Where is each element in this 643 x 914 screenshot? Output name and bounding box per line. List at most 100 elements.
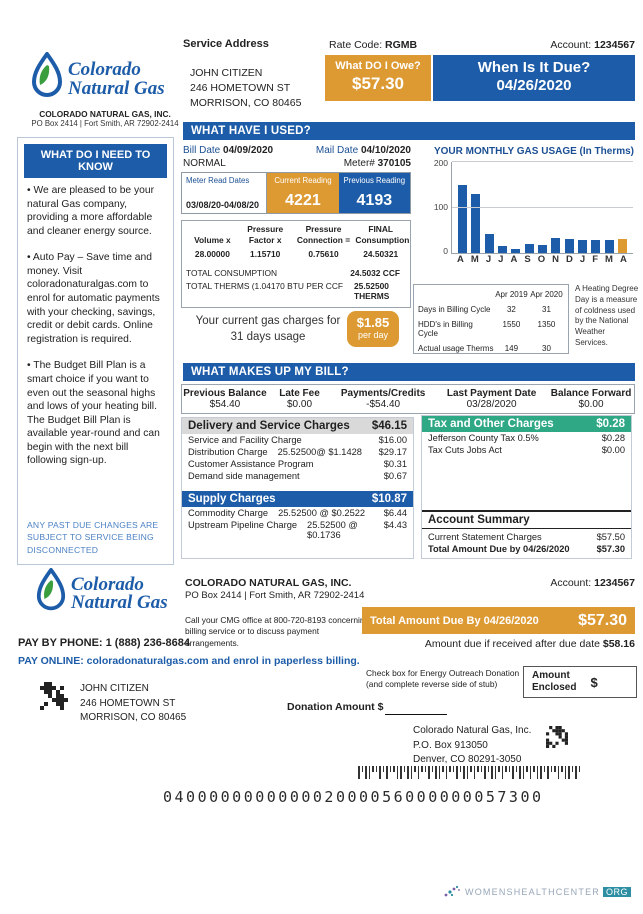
what-do-i-owe-box: What DO I Owe? $57.30	[325, 55, 431, 101]
rate-code: Rate Code: RGMB	[329, 39, 417, 51]
flame-leaf-logo-icon	[35, 568, 67, 620]
logo-word-1: Colorado	[68, 59, 141, 81]
logo-word-2: Natural Gas	[68, 77, 165, 99]
chart-bar	[497, 246, 507, 253]
need-to-know-panel: WHAT DO I NEED TO KNOW We are pleased to…	[17, 137, 174, 565]
total-therms-value: 25.52500 THERMS	[354, 281, 406, 301]
chart-x-tick: M	[605, 254, 613, 265]
previous-reading-label: Previous Reading	[343, 176, 406, 185]
chart-bar	[484, 233, 494, 253]
meter-number: Meter# 370105	[344, 158, 411, 169]
logo-block: Colorado Natural Gas COLORADO NATURAL GA…	[30, 52, 180, 128]
charge-item: Service and Facility Charge $16.00	[188, 435, 407, 445]
stub-company-name: COLORADO NATURAL GAS, INC.	[185, 577, 352, 589]
past-due-warning: ANY PAST DUE CHANGES ARE SUBJECT TO SERV…	[27, 519, 159, 555]
chart-bar	[471, 193, 481, 253]
chart-bar	[604, 240, 614, 253]
need-to-know-bullet: The Budget Bill Plan is a smart choice i…	[27, 359, 164, 468]
comp-row-value: 149	[504, 344, 519, 353]
cons-header: Pressure	[247, 224, 284, 234]
bill-date: Bill Date 04/09/2020	[183, 145, 273, 156]
chart-bar	[617, 239, 627, 253]
total-due-banner: Total Amount Due By 04/26/2020 $57.30	[362, 607, 635, 634]
previous-reading-cell: Previous Reading 4193	[338, 173, 410, 213]
chart-bar	[564, 238, 574, 253]
postnet-barcode-icon	[358, 766, 580, 780]
total-therms-label: TOTAL THERMS (1.04170 BTU PER CCF	[186, 281, 343, 291]
supply-charges-header: Supply Charges $10.87	[182, 491, 413, 507]
comp-col-header: Apr 2019	[495, 290, 528, 299]
meter-read-dates-value: 03/08/20-04/08/20	[186, 200, 260, 210]
cons-value: 24.50321	[363, 249, 399, 259]
dots-logo-icon	[442, 884, 462, 900]
comp-row: HDD's in Billing Cycle 1550 1350	[414, 317, 568, 341]
charge-item: Commodity Charge 25.52500 @ $0.2522 $6.44	[188, 508, 407, 518]
ocr-scanline: 040000000000002000056000000057300	[163, 788, 544, 806]
charge-item: Tax Cuts Jobs Act $0.00	[428, 445, 625, 455]
customer-city: MORRISON, CO 80465	[190, 97, 302, 110]
amount-enclosed-label: Amount Enclosed	[532, 670, 577, 693]
chart-x-tick: O	[537, 254, 546, 265]
total-consumption-label: TOTAL CONSUMPTION	[186, 268, 278, 278]
comp-row-value: 30	[542, 344, 551, 353]
meter-read-box: Meter Read Dates 03/08/20-04/08/20 Curre…	[181, 172, 411, 214]
logo-word-1: Colorado	[71, 573, 144, 595]
cons-header: Consumption	[355, 235, 410, 245]
cons-header	[186, 224, 239, 234]
flame-leaf-logo-icon	[30, 52, 64, 107]
chart-y-tick: 100	[433, 202, 448, 212]
bill-date-label: Bill Date	[183, 145, 221, 156]
watermark-badge: ORG	[602, 887, 631, 897]
customer-name: JOHN CITIZEN	[190, 67, 263, 79]
chart-gridline	[452, 161, 633, 162]
cons-value: 28.00000	[194, 249, 230, 259]
cons-header: Connection =	[296, 235, 351, 245]
account-label: Account:	[550, 577, 592, 589]
chart-bar	[458, 185, 467, 253]
comp-row-label: HDD's in Billing Cycle	[418, 320, 473, 338]
pay-online-link[interactable]: PAY ONLINE: coloradonaturalgas.com and e…	[18, 655, 360, 667]
account-summary-title: Account Summary	[422, 510, 631, 529]
need-to-know-bullet: Auto Pay – Save time and money. Visit co…	[27, 251, 164, 346]
stub-company-address: PO Box 2414 | Fort Smith, AR 72902-2414	[185, 590, 365, 601]
need-to-know-title: WHAT DO I NEED TO KNOW	[24, 144, 167, 178]
amount-enclosed-box: Amount Enclosed $	[523, 666, 637, 698]
pay-by-phone: PAY BY PHONE: 1 (888) 236-8684	[18, 637, 191, 649]
logo-company-address: PO Box 2414 | Fort Smith, AR 72902-2414	[31, 119, 179, 128]
charge-item: Customer Assistance Program $0.31	[188, 459, 407, 469]
comp-row: Days in Billing Cycle 32 31	[414, 302, 568, 317]
service-address-label: Service Address	[183, 38, 269, 50]
tax-account-box: Tax and Other Charges $0.28 Jefferson Cou…	[421, 415, 632, 559]
current-reading-label: Current Reading	[274, 176, 332, 185]
watermark: WOMENSHEALTHCENTER ORG	[442, 884, 631, 900]
qr-code	[546, 726, 568, 748]
chart-bar	[591, 240, 601, 253]
chart-bar	[524, 243, 534, 253]
tax-charges-header: Tax and Other Charges $0.28	[422, 416, 631, 432]
summary-col: Late Fee $0.00	[279, 388, 320, 410]
customer-name: JOHN CITIZEN	[80, 683, 149, 694]
consumption-box: Pressure Pressure FINAL Volume x Factor …	[181, 220, 411, 308]
meter-number-value: 370105	[377, 158, 411, 169]
account-label: Account:	[550, 39, 592, 51]
account-value: 1234567	[594, 577, 635, 589]
cons-value: 1.15710	[250, 249, 281, 259]
usage-comparison-table: Apr 2019 Apr 2020 Days in Billing Cycle …	[413, 284, 569, 354]
delivery-charges-header: Delivery and Service Charges $46.15	[182, 418, 413, 434]
account-summary-row: Total Amount Due by 04/26/2020 $57.30	[428, 544, 625, 554]
rate-code-value: RGMB	[385, 39, 418, 51]
donation-amount-line	[385, 714, 447, 715]
chart-title: YOUR MONTHLY GAS USAGE (In Therms)	[433, 146, 635, 157]
service-address-block: JOHN CITIZEN 246 HOMETOWN ST MORRISON, C…	[190, 66, 301, 112]
bill-date-value: 04/09/2020	[223, 145, 274, 156]
chart-x-tick: N	[552, 254, 559, 265]
comp-row-value: 1550	[502, 320, 521, 329]
summary-col: Last Payment Date 03/28/2020	[446, 388, 537, 410]
chart-x-tick: S	[524, 254, 531, 265]
chart-y-tick: 0	[443, 246, 448, 256]
late-amount-line: Amount due if received after due date $5…	[425, 638, 635, 650]
chart-y-axis: 200 100 0	[433, 158, 451, 256]
meter-label: Meter#	[343, 158, 375, 169]
comp-row: Actual usage Therms 149 30	[414, 341, 568, 356]
cons-header: Factor x	[248, 235, 282, 245]
